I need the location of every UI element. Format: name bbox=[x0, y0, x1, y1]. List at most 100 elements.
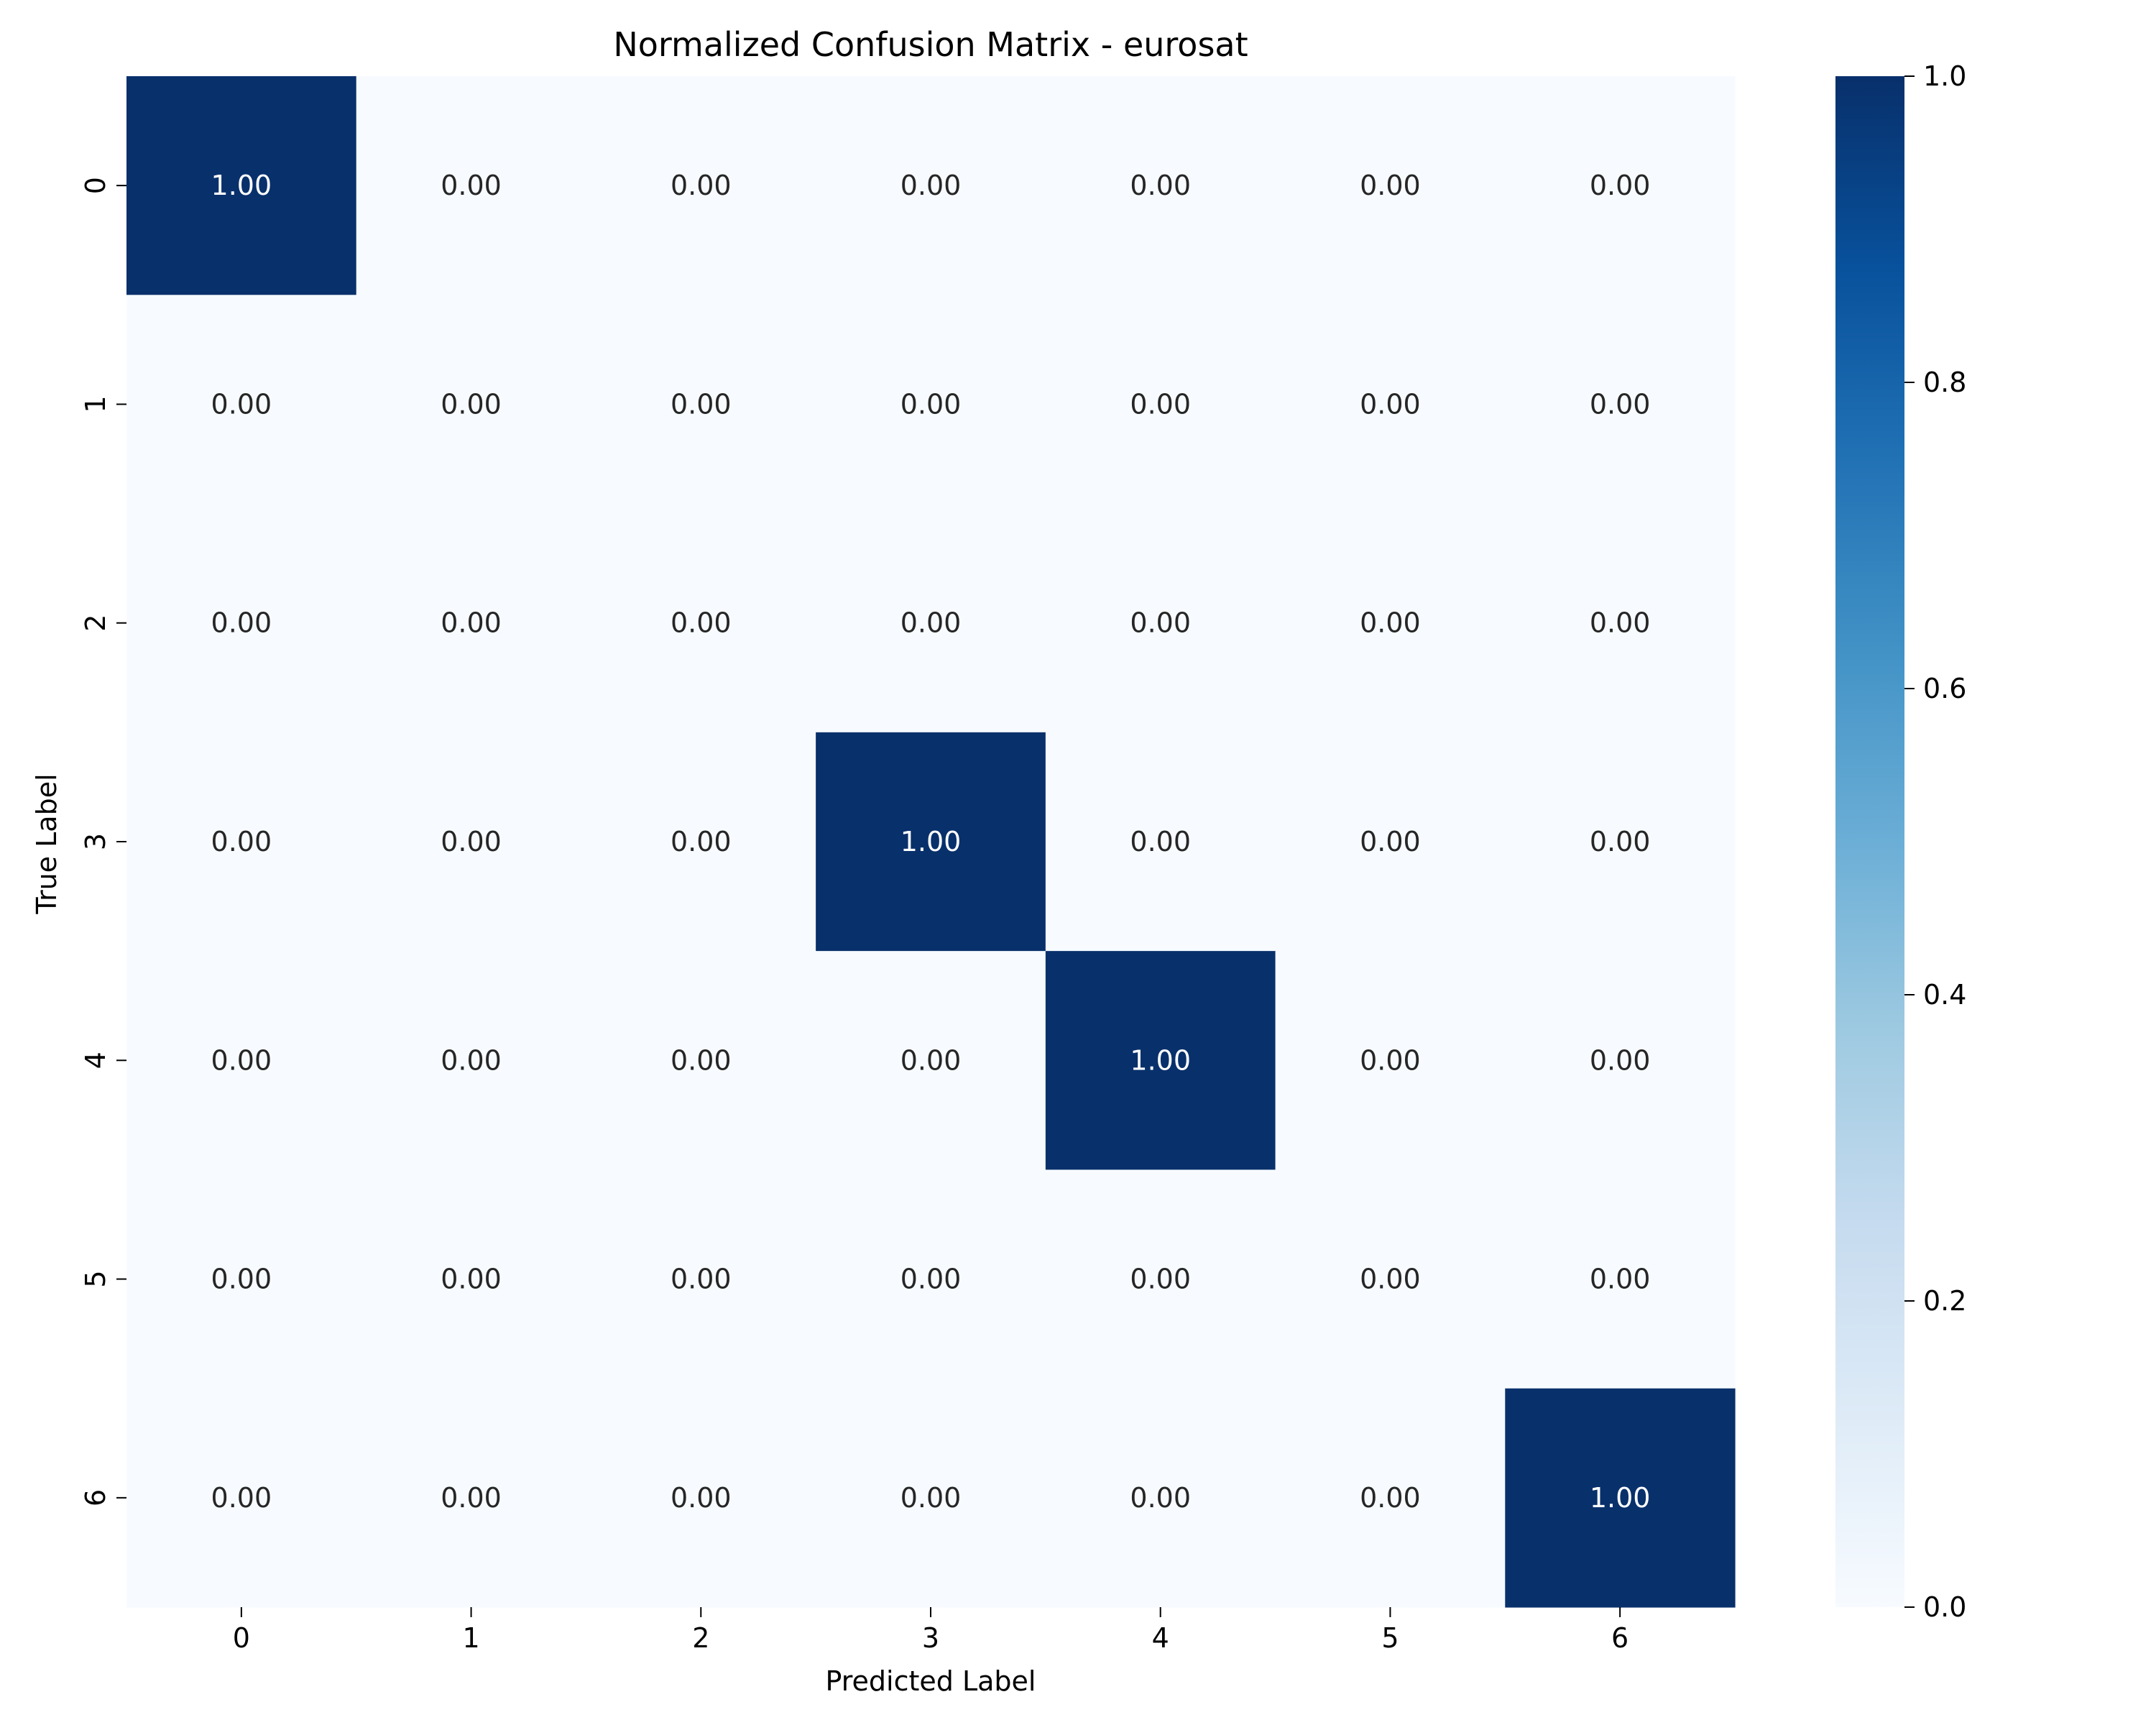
cell-value-r4-c1: 0.00 bbox=[441, 1044, 502, 1076]
colorbar-tick-label-0.6: 0.6 bbox=[1923, 673, 1966, 704]
cell-value-r4-c3: 0.00 bbox=[900, 1044, 962, 1076]
cell-value-r6-c0: 0.00 bbox=[211, 1482, 272, 1514]
heatmap-cell-r6-c4 bbox=[1045, 1388, 1276, 1608]
cell-value-r5-c6: 0.00 bbox=[1590, 1264, 1651, 1295]
heatmap-cell-r4-c6 bbox=[1505, 951, 1736, 1171]
cell-value-r0-c4: 0.00 bbox=[1130, 170, 1191, 201]
heatmap-cell-r0-c6 bbox=[1505, 76, 1736, 295]
heatmap-cell-r0-c3 bbox=[816, 76, 1046, 295]
heatmap-cell-r5-c5 bbox=[1275, 1169, 1506, 1389]
cell-value-r3-c2: 0.00 bbox=[671, 826, 732, 857]
cell-value-r1-c1: 0.00 bbox=[441, 388, 502, 420]
x-tick-label-1: 1 bbox=[462, 1622, 479, 1654]
heatmap-cell-r3-c5 bbox=[1275, 732, 1506, 952]
cell-value-r3-c1: 0.00 bbox=[441, 826, 502, 857]
heatmap-cell-r4-c5 bbox=[1275, 951, 1506, 1171]
heatmap-cell-r4-c1 bbox=[356, 951, 587, 1171]
heatmap-cell-r3-c1 bbox=[356, 732, 587, 952]
cell-value-r2-c2: 0.00 bbox=[671, 607, 732, 639]
cell-value-r4-c5: 0.00 bbox=[1360, 1044, 1421, 1076]
x-tick-label-3: 3 bbox=[922, 1622, 939, 1654]
heatmap-cell-r0-c4 bbox=[1045, 76, 1276, 295]
heatmap-cell-r3-c4 bbox=[1045, 732, 1276, 952]
heatmap-cell-r5-c4 bbox=[1045, 1169, 1276, 1389]
x-tick-label-2: 2 bbox=[692, 1622, 709, 1654]
y-tick-label-1: 1 bbox=[80, 395, 111, 413]
colorbar-tick-label-0.2: 0.2 bbox=[1923, 1285, 1966, 1317]
cell-value-r2-c6: 0.00 bbox=[1590, 607, 1651, 639]
y-tick-label-5: 5 bbox=[80, 1270, 111, 1287]
x-axis-label: Predicted Label bbox=[826, 1665, 1036, 1697]
cell-value-r0-c0: 1.00 bbox=[211, 170, 272, 201]
x-tick-label-0: 0 bbox=[233, 1622, 250, 1654]
cell-value-r3-c0: 0.00 bbox=[211, 826, 272, 857]
colorbar-tick-label-1.0: 1.0 bbox=[1923, 60, 1966, 92]
cell-value-r1-c2: 0.00 bbox=[671, 388, 732, 420]
heatmap-cell-r5-c1 bbox=[356, 1169, 587, 1389]
cell-value-r6-c3: 0.00 bbox=[900, 1482, 962, 1514]
cell-value-r5-c3: 0.00 bbox=[900, 1264, 962, 1295]
heatmap-cell-r6-c5 bbox=[1275, 1388, 1506, 1608]
heatmap-cell-r1-c4 bbox=[1045, 295, 1276, 515]
cell-value-r2-c5: 0.00 bbox=[1360, 607, 1421, 639]
colorbar-tick-label-0.0: 0.0 bbox=[1923, 1591, 1966, 1623]
cell-value-r5-c2: 0.00 bbox=[671, 1264, 732, 1295]
cell-value-r0-c2: 0.00 bbox=[671, 170, 732, 201]
heatmap-cell-r3-c0 bbox=[126, 732, 357, 952]
cell-value-r0-c5: 0.00 bbox=[1360, 170, 1421, 201]
cell-value-r4-c0: 0.00 bbox=[211, 1044, 272, 1076]
x-tick-label-6: 6 bbox=[1611, 1622, 1628, 1654]
heatmap-cell-r1-c0 bbox=[126, 295, 357, 515]
cell-value-r0-c3: 0.00 bbox=[900, 170, 962, 201]
cell-value-r6-c4: 0.00 bbox=[1130, 1482, 1191, 1514]
cell-value-r3-c6: 0.00 bbox=[1590, 826, 1651, 857]
heatmap-cell-r3-c6 bbox=[1505, 732, 1736, 952]
heatmap-cell-r4-c3 bbox=[816, 951, 1046, 1171]
heatmap-cell-r2-c1 bbox=[356, 513, 587, 733]
cell-value-r0-c6: 0.00 bbox=[1590, 170, 1651, 201]
heatmap-cell-r2-c2 bbox=[586, 513, 816, 733]
cell-value-r1-c5: 0.00 bbox=[1360, 388, 1421, 420]
cell-value-r5-c1: 0.00 bbox=[441, 1264, 502, 1295]
cell-value-r2-c1: 0.00 bbox=[441, 607, 502, 639]
cell-value-r2-c0: 0.00 bbox=[211, 607, 272, 639]
cell-value-r1-c4: 0.00 bbox=[1130, 388, 1191, 420]
cell-value-r3-c3: 1.00 bbox=[900, 826, 962, 857]
heatmap-cell-r4-c4 bbox=[1045, 951, 1276, 1171]
cell-value-r2-c3: 0.00 bbox=[900, 607, 962, 639]
cell-value-labels: 1.00 0.00 0.00 0.00 0.00 0.00 0.00 0.00 0.00 0.00… bbox=[211, 170, 1651, 1514]
heatmap-cell-r4-c0 bbox=[126, 951, 357, 1171]
heatmap-cell-r1-c6 bbox=[1505, 295, 1736, 515]
heatmap-cell-r2-c0 bbox=[126, 513, 357, 733]
x-axis: 0 1 2 3 4 5 6 bbox=[233, 1607, 1628, 1654]
cell-value-r2-c4: 0.00 bbox=[1130, 607, 1191, 639]
cell-value-r4-c6: 0.00 bbox=[1590, 1044, 1651, 1076]
heatmap-cell-r3-c2 bbox=[586, 732, 816, 952]
y-tick-label-3: 3 bbox=[80, 833, 111, 850]
heatmap-cell-r5-c0 bbox=[126, 1169, 357, 1389]
chart-title: Normalized Confusion Matrix - eurosat bbox=[613, 25, 1248, 64]
heatmap-cell-r6-c3 bbox=[816, 1388, 1046, 1608]
heatmap-cell-r5-c3 bbox=[816, 1169, 1046, 1389]
cell-value-r5-c5: 0.00 bbox=[1360, 1264, 1421, 1295]
cell-value-r1-c3: 0.00 bbox=[900, 388, 962, 420]
heatmap-cell-r0-c1 bbox=[356, 76, 587, 295]
cell-value-r6-c2: 0.00 bbox=[671, 1482, 732, 1514]
cell-value-r1-c0: 0.00 bbox=[211, 388, 272, 420]
cell-value-r6-c5: 0.00 bbox=[1360, 1482, 1421, 1514]
y-tick-label-4: 4 bbox=[80, 1052, 111, 1069]
cell-value-r6-c6: 1.00 bbox=[1590, 1482, 1651, 1514]
y-tick-label-6: 6 bbox=[80, 1489, 111, 1506]
heatmap-cells bbox=[126, 76, 1736, 1608]
colorbar-tick-label-0.8: 0.8 bbox=[1923, 367, 1966, 398]
y-tick-label-0: 0 bbox=[80, 177, 111, 194]
y-tick-label-2: 2 bbox=[80, 615, 111, 632]
heatmap-cell-r6-c2 bbox=[586, 1388, 816, 1608]
heatmap-cell-r4-c2 bbox=[586, 951, 816, 1171]
heatmap-cell-r2-c6 bbox=[1505, 513, 1736, 733]
cell-value-r3-c5: 0.00 bbox=[1360, 826, 1421, 857]
cell-value-r5-c4: 0.00 bbox=[1130, 1264, 1191, 1295]
heatmap-cell-r0-c2 bbox=[586, 76, 816, 295]
y-axis-label: True Label bbox=[31, 773, 63, 914]
